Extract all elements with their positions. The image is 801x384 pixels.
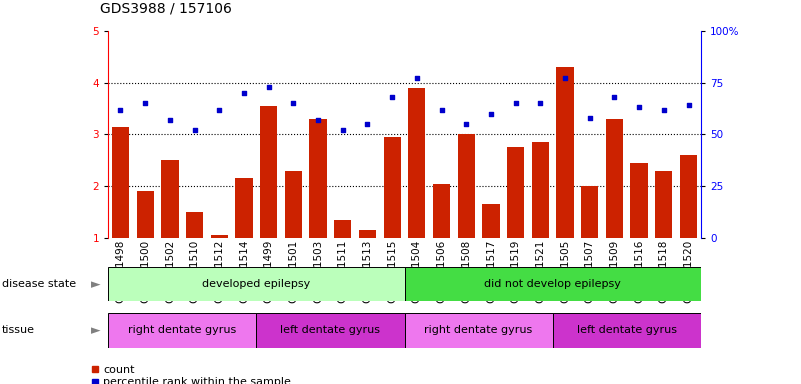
Bar xyxy=(557,67,574,238)
Text: ►: ► xyxy=(91,278,100,291)
Text: tissue: tissue xyxy=(2,325,34,335)
Bar xyxy=(507,147,525,238)
Bar xyxy=(211,235,228,238)
Point xyxy=(633,104,646,111)
Bar xyxy=(334,220,352,238)
Point xyxy=(213,106,226,113)
Bar xyxy=(581,186,598,238)
Point xyxy=(238,90,251,96)
Bar xyxy=(433,184,450,238)
Bar xyxy=(606,119,623,238)
Bar xyxy=(161,161,179,238)
Bar xyxy=(256,313,405,348)
Point xyxy=(386,94,399,100)
Point xyxy=(534,100,547,106)
Bar xyxy=(630,163,648,238)
Legend: count, percentile rank within the sample: count, percentile rank within the sample xyxy=(86,361,296,384)
Bar xyxy=(457,134,475,238)
Point xyxy=(558,75,571,81)
Point xyxy=(336,127,349,133)
Bar xyxy=(136,191,154,238)
Point xyxy=(361,121,374,127)
Bar xyxy=(235,179,252,238)
Point xyxy=(583,115,596,121)
Text: developed epilepsy: developed epilepsy xyxy=(202,279,311,289)
Point xyxy=(460,121,473,127)
Point xyxy=(608,94,621,100)
Text: GDS3988 / 157106: GDS3988 / 157106 xyxy=(100,2,232,15)
Bar xyxy=(680,155,697,238)
Point xyxy=(312,117,324,123)
Point xyxy=(188,127,201,133)
Point xyxy=(658,106,670,113)
Point xyxy=(485,111,497,117)
Bar xyxy=(108,313,256,348)
Bar xyxy=(108,267,405,301)
Bar xyxy=(532,142,549,238)
Text: right dentate gyrus: right dentate gyrus xyxy=(425,325,533,335)
Bar xyxy=(359,230,376,238)
Bar xyxy=(405,313,553,348)
Bar xyxy=(309,119,327,238)
Bar xyxy=(186,212,203,238)
Bar xyxy=(384,137,400,238)
Point xyxy=(163,117,176,123)
Text: disease state: disease state xyxy=(2,279,76,289)
Bar xyxy=(405,267,701,301)
Point xyxy=(682,102,695,108)
Text: ►: ► xyxy=(91,324,100,337)
Text: right dentate gyrus: right dentate gyrus xyxy=(128,325,236,335)
Point xyxy=(509,100,522,106)
Point xyxy=(410,75,423,81)
Point xyxy=(287,100,300,106)
Text: did not develop epilepsy: did not develop epilepsy xyxy=(485,279,621,289)
Bar xyxy=(260,106,277,238)
Text: left dentate gyrus: left dentate gyrus xyxy=(280,325,380,335)
Bar xyxy=(482,204,500,238)
Point xyxy=(139,100,151,106)
Point xyxy=(435,106,448,113)
Bar xyxy=(409,88,425,238)
Point xyxy=(114,106,127,113)
Point xyxy=(262,84,275,90)
Bar xyxy=(655,170,673,238)
Bar xyxy=(112,127,129,238)
Bar xyxy=(553,313,701,348)
Bar xyxy=(284,170,302,238)
Text: left dentate gyrus: left dentate gyrus xyxy=(577,325,677,335)
